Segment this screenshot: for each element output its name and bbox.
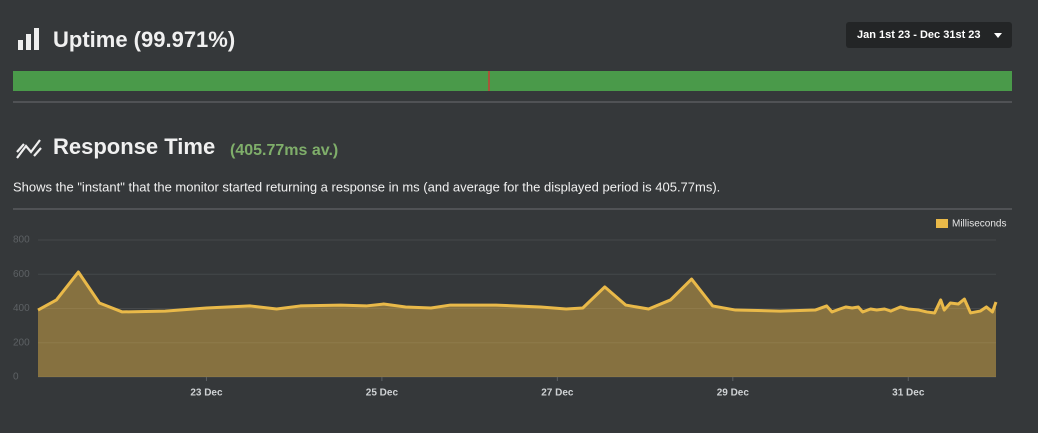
y-tick-label: 600: [13, 269, 30, 280]
legend-swatch: [936, 219, 948, 228]
uptime-icon: [18, 28, 39, 50]
uptime-bar: [13, 71, 1012, 91]
y-tick-label: 400: [13, 303, 30, 314]
response-chart: 0 200 400 600 800 23 Dec 25 Dec 27 Dec 29 Dec 31 …: [13, 219, 1006, 399]
response-title: Response Time: [53, 134, 215, 159]
x-tick-label: 23 Dec: [190, 388, 223, 399]
y-tick-label: 200: [13, 337, 30, 348]
uptime-title: Uptime (99.971%): [53, 27, 235, 52]
response-average: (405.77ms av.): [230, 142, 338, 159]
response-description: Shows the "instant" that the monitor sta…: [13, 179, 720, 194]
dropdown-caret: [994, 33, 1002, 38]
x-tick-label: 31 Dec: [892, 388, 925, 399]
x-tick-label: 29 Dec: [717, 388, 750, 399]
x-tick-label: 25 Dec: [366, 388, 399, 399]
date-range-button[interactable]: [846, 22, 1012, 48]
line: [37, 270, 998, 315]
y-tick-label: 0: [13, 372, 19, 383]
y-tick-label: 800: [13, 235, 30, 246]
x-tick-label: 27 Dec: [541, 388, 574, 399]
area: [38, 272, 996, 377]
legend-label: Milliseconds: [952, 219, 1006, 230]
response-icon: [16, 139, 42, 159]
downtime-marker: [488, 71, 490, 91]
date-range[interactable]: Jan 1st 23 - Dec 31st 23: [857, 29, 981, 41]
